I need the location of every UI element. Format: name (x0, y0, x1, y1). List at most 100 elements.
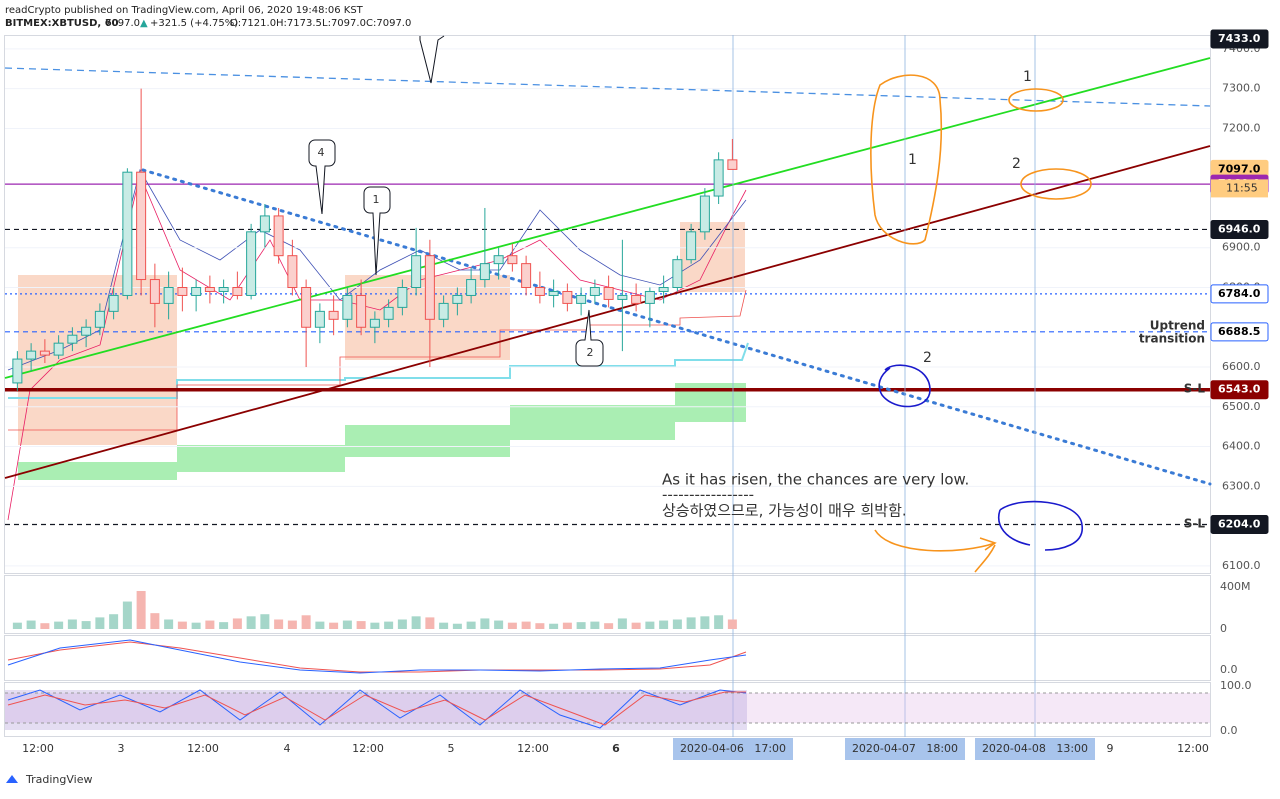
y-tick-label: 7300.0 (1222, 82, 1261, 95)
candle-body (521, 263, 532, 288)
candle-body (466, 279, 477, 296)
candle-body (589, 286, 600, 296)
x-tick-label: 12:00 (22, 742, 54, 755)
candle-body (438, 302, 449, 320)
candle-body (259, 215, 270, 233)
macd-pane (4, 635, 1211, 681)
note: 상승하였으므로, 가능성이 매우 희박함. (662, 502, 907, 520)
candle-body (603, 286, 614, 300)
candle-body (191, 286, 202, 296)
candle-body (136, 171, 147, 281)
grid (5, 48, 1210, 567)
blue-dotted-trend (141, 168, 1212, 486)
y-tick-label: 6500.0 (1222, 400, 1261, 413)
volume-bar (411, 616, 421, 629)
volume-bar (645, 621, 655, 629)
high: H:7173.5 (276, 18, 322, 29)
volume-pane (4, 575, 1211, 634)
candle-body (39, 350, 50, 356)
y-tick-label: 6100.0 (1222, 559, 1261, 572)
red-step-line (8, 289, 747, 431)
price-label: 6946.0 (1218, 222, 1261, 235)
price-box (1210, 219, 1269, 239)
label: 2 (923, 350, 932, 366)
candle-body (727, 159, 738, 170)
callout-label: 1 (373, 193, 380, 206)
candle-body (94, 310, 105, 328)
volume-bar (507, 622, 517, 629)
candle-body (644, 290, 655, 304)
candles (12, 88, 738, 391)
candle-body (507, 255, 518, 265)
candle-body (218, 286, 229, 292)
candle-body (452, 294, 463, 304)
volume-bar (535, 623, 545, 629)
volume-bar (95, 617, 105, 629)
candle-body (397, 286, 408, 308)
annotations: 4 1 2 1 2 1 2 Uptrend transition S-L S-L… (318, 69, 1206, 531)
label: S-L (1184, 382, 1206, 396)
volume-bar (617, 618, 627, 629)
x-tick-label: 5 (448, 742, 455, 755)
volume-bar (260, 614, 270, 629)
volume-bar (672, 619, 682, 629)
candle-body (149, 279, 160, 304)
green-trend (4, 57, 1211, 379)
price-label: 6688.5 (1218, 325, 1260, 338)
candle-body (699, 195, 710, 233)
y-tick-label: 6600.0 (1222, 360, 1261, 373)
volume-bar (136, 590, 146, 629)
price-box (1210, 380, 1269, 400)
callout (363, 186, 391, 276)
volume-bar (727, 619, 737, 629)
volume-tick: 0 (1220, 622, 1227, 635)
y-tick-label: 7200.0 (1222, 121, 1261, 134)
note: ----------------- (662, 486, 754, 504)
candle-body (81, 326, 92, 336)
rsi-d (7, 691, 746, 726)
arrow: ▲ (140, 18, 148, 29)
blue-line (7, 168, 747, 371)
x-tick-label: 3 (118, 742, 125, 755)
volume-bar (177, 621, 187, 629)
label: transition (1139, 332, 1205, 346)
volume-bar (439, 622, 449, 629)
candle-body (12, 358, 23, 384)
price-box (1210, 322, 1269, 342)
price-label: 7097.0 (1218, 162, 1261, 175)
candle-body (67, 334, 78, 344)
candle-body (177, 286, 188, 296)
published: readCrypto published on TradingView.com,… (5, 5, 364, 16)
volume-bar (549, 623, 559, 629)
volume-bar (384, 621, 394, 629)
candle-body (534, 286, 545, 296)
x-tick-label: 9 (1107, 742, 1114, 755)
symbol: BITMEX:XBTUSD, 60 (5, 18, 119, 29)
candle-body (204, 286, 215, 292)
volume-bar (329, 622, 339, 629)
candle-body (658, 286, 669, 292)
rsi-tick: 0.0 (1220, 724, 1238, 737)
candle-body (26, 350, 37, 360)
volume-bar (40, 623, 50, 629)
candle-body (562, 290, 573, 304)
label: 1 (1023, 69, 1032, 85)
candle-body (328, 310, 339, 320)
price-label: 6784.0 (1218, 287, 1261, 300)
candle-body (108, 294, 119, 312)
candle-body (411, 255, 422, 288)
time-highlight (845, 738, 965, 760)
orange-oval (1020, 168, 1092, 200)
price-label: 7433.0 (1218, 32, 1261, 45)
volume-bar (521, 621, 531, 629)
levels (5, 183, 1210, 526)
candle-body (493, 255, 504, 265)
volume-bar (315, 621, 325, 629)
volume-bar (562, 622, 572, 629)
candle-body (576, 294, 587, 304)
candle-body (617, 294, 628, 300)
candle-body (122, 171, 133, 296)
candle-body (631, 294, 642, 304)
x-tick-label: 12:00 (517, 742, 549, 755)
